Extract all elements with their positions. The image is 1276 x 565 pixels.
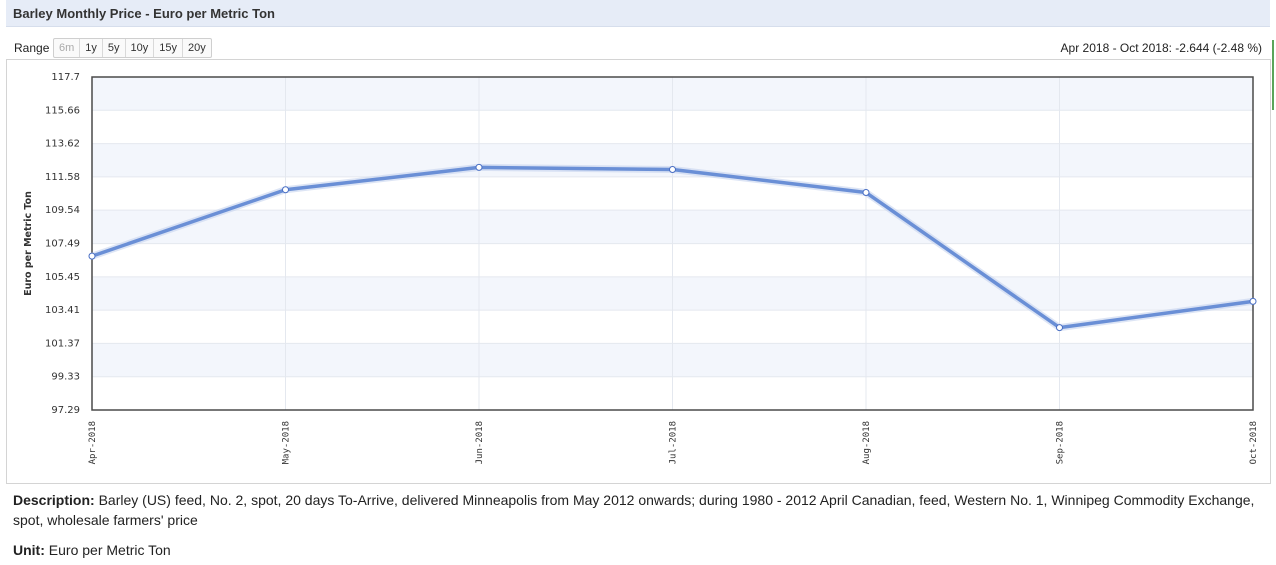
line-chart: 97.29 99.33 101.37 103.41 105.45 107.49 109.54…: [23, 72, 1259, 464]
y-tick-label: 115.66: [45, 105, 80, 116]
price-change-summary: Apr 2018 - Oct 2018: -2.644 (-2.48 %): [1060, 41, 1262, 55]
chart-container: 97.29 99.33 101.37 103.41 105.45 107.49 109.54…: [6, 59, 1271, 484]
y-tick-label: 101.37: [45, 338, 80, 349]
y-tick-label: 99.33: [51, 372, 80, 383]
plot-border: [91, 76, 1254, 411]
y-tick-label: 113.62: [45, 139, 80, 150]
y-axis-label: Euro per Metric Ton: [23, 191, 34, 296]
x-tick-label: Jun-2018: [475, 421, 485, 464]
chart-title: Barley Monthly Price - Euro per Metric T…: [13, 6, 275, 21]
range-button-5y[interactable]: 5y: [103, 39, 126, 57]
unit-label: Unit:: [13, 542, 45, 558]
range-label: Range: [14, 41, 50, 55]
range-button-20y[interactable]: 20y: [188, 42, 206, 54]
chart-title-bar: Barley Monthly Price - Euro per Metric T…: [6, 0, 1270, 27]
data-point: [862, 189, 870, 197]
x-tick-label: May-2018: [282, 421, 292, 464]
x-tick-label: Sep-2018: [1056, 421, 1066, 464]
range-button-1y[interactable]: 1y: [80, 39, 103, 57]
description-text: Barley (US) feed, No. 2, spot, 20 days T…: [13, 492, 1255, 528]
range-button-15y[interactable]: 15y: [154, 39, 184, 57]
unit-text: Euro per Metric Ton: [48, 542, 171, 558]
data-point: [1056, 324, 1063, 332]
description-label: Description:: [13, 492, 95, 508]
scroll-edge-marker: [1272, 40, 1274, 110]
data-point: [1249, 297, 1257, 305]
x-tick-label: Aug-2018: [862, 421, 872, 464]
y-tick-label: 109.54: [45, 205, 80, 216]
x-tick-label: Oct-2018: [1249, 421, 1259, 464]
range-button-6m[interactable]: 6m: [54, 39, 81, 57]
data-point: [282, 186, 289, 194]
y-tick-label: 103.41: [45, 305, 80, 316]
description: Description: Barley (US) feed, No. 2, sp…: [13, 490, 1263, 530]
y-tick-label: 97.29: [51, 405, 80, 416]
unit-info: Unit: Euro per Metric Ton: [13, 540, 171, 560]
y-tick-label: 107.49: [45, 239, 80, 250]
y-tick-label: 105.45: [45, 272, 80, 283]
x-tick-label: Apr-2018: [88, 421, 98, 464]
y-tick-label: 111.58: [45, 172, 80, 183]
data-point: [669, 166, 676, 174]
range-button-10y[interactable]: 10y: [126, 39, 155, 57]
range-button-group: 6m 1y 5y 10y 15y 20y: [53, 38, 212, 58]
data-point: [88, 252, 96, 260]
data-point: [475, 163, 483, 171]
y-tick-label: 117.7: [51, 72, 80, 83]
x-tick-label: Jul-2018: [669, 421, 679, 464]
